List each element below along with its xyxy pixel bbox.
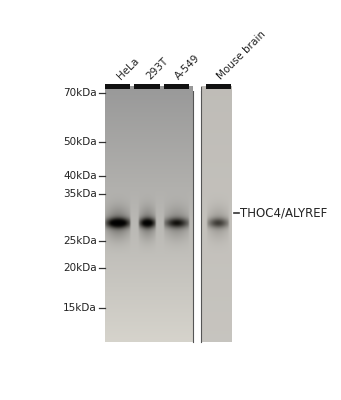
Bar — [193, 82, 201, 91]
Text: 293T: 293T — [144, 56, 170, 82]
Bar — [193, 86, 201, 342]
Text: 50kDa: 50kDa — [63, 137, 97, 147]
Text: 40kDa: 40kDa — [63, 171, 97, 181]
Text: Mouse brain: Mouse brain — [216, 30, 268, 82]
Text: A-549: A-549 — [174, 53, 202, 82]
Text: 35kDa: 35kDa — [63, 189, 97, 199]
Bar — [105, 84, 131, 89]
Text: HeLa: HeLa — [115, 56, 141, 82]
Text: 70kDa: 70kDa — [63, 88, 97, 98]
Bar — [206, 84, 231, 89]
Text: 25kDa: 25kDa — [63, 236, 97, 246]
Bar — [134, 84, 160, 89]
Bar — [164, 84, 189, 89]
Text: 20kDa: 20kDa — [63, 263, 97, 273]
Text: THOC4/ALYREF: THOC4/ALYREF — [240, 206, 327, 219]
Text: 15kDa: 15kDa — [63, 303, 97, 313]
